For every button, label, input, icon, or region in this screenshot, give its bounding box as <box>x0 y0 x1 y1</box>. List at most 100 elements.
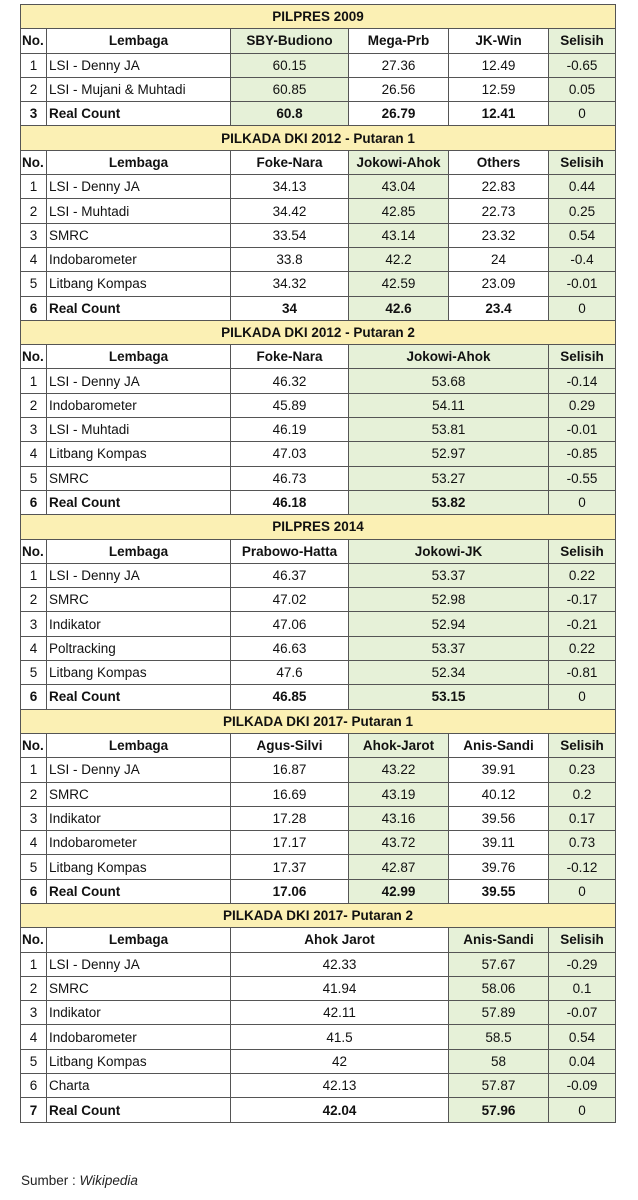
section-title: PILPRES 2014 <box>19 514 617 540</box>
cell-value: JK-Win <box>448 28 549 54</box>
table-row: 3 SMRC 33.54 43.14 23.32 0.54 <box>20 222 617 248</box>
real-count-row: 7 Real Count 42.04 57.96 0 <box>20 1097 617 1123</box>
cell-no: 4 <box>20 441 47 467</box>
cell-lembaga: Indobarometer <box>46 830 231 856</box>
table-row: 3 Indikator 42.11 57.89 -0.07 <box>20 1000 617 1026</box>
cell-no: 5 <box>20 271 47 297</box>
cell-no: No. <box>20 927 47 953</box>
table-row: 5 Litbang Kompas 17.37 42.87 39.76 -0.12 <box>20 854 617 880</box>
cell-value: 46.73 <box>230 465 349 491</box>
cell-value: 58.06 <box>448 975 549 1002</box>
cell-value: 53.15 <box>348 684 549 710</box>
cell-selisih: Selisih <box>547 732 617 759</box>
cell-value: 34 <box>230 295 349 321</box>
cell-no: No. <box>20 28 47 54</box>
cell-value: 47.03 <box>230 441 349 467</box>
cell-lembaga: Indobarometer <box>46 1024 231 1050</box>
cell-value: 16.69 <box>230 781 349 807</box>
cell-value: 23.09 <box>448 271 549 297</box>
cell-value: 42 <box>230 1048 449 1075</box>
cell-lembaga: Lembaga <box>46 28 231 54</box>
cell-selisih: 0 <box>547 1097 617 1123</box>
cell-lembaga: Lembaga <box>46 538 231 564</box>
cell-value: 53.27 <box>348 465 549 491</box>
cell-value: 43.14 <box>348 222 449 248</box>
cell-value: 33.54 <box>230 222 349 248</box>
cell-value: Ahok-Jarot <box>348 732 449 759</box>
cell-value: 52.94 <box>348 611 549 637</box>
cell-value: 47.02 <box>230 587 349 613</box>
cell-lembaga: Lembaga <box>46 732 231 759</box>
cell-value: 43.16 <box>348 805 449 832</box>
cell-selisih: -0.65 <box>547 52 617 78</box>
cell-no: 3 <box>20 1000 47 1026</box>
cell-value: 12.59 <box>448 76 549 103</box>
cell-selisih: -0.21 <box>547 611 617 637</box>
cell-lembaga: LSI - Muhtadi <box>46 198 231 224</box>
cell-value: 47.06 <box>230 611 349 637</box>
cell-lembaga: Litbang Kompas <box>46 660 231 686</box>
table-row: 2 SMRC 47.02 52.98 -0.17 <box>20 587 617 613</box>
cell-value: 57.96 <box>448 1097 549 1123</box>
cell-selisih: 0.1 <box>547 975 617 1002</box>
cell-selisih: 0.04 <box>547 1048 617 1075</box>
cell-value: 57.67 <box>448 951 549 977</box>
cell-value: 23.32 <box>448 222 549 248</box>
cell-lembaga: Litbang Kompas <box>46 1048 231 1075</box>
header-row: No. Lembaga Ahok Jarot Anis-Sandi Selisih <box>20 927 617 953</box>
table-row: 3 Indikator 47.06 52.94 -0.21 <box>20 611 617 637</box>
cell-value: 33.8 <box>230 246 349 273</box>
cell-value: 57.89 <box>448 1000 549 1026</box>
cell-lembaga: Indikator <box>46 611 231 637</box>
cell-value: 43.04 <box>348 174 449 200</box>
section-title: PILPRES 2009 <box>19 3 617 30</box>
cell-value: 12.49 <box>448 52 549 78</box>
header-row: No. Lembaga Foke-Nara Jokowi-Ahok Selisih <box>20 344 617 370</box>
cell-value: Others <box>448 149 549 176</box>
table-row: 5 Litbang Kompas 47.6 52.34 -0.81 <box>20 660 617 686</box>
cell-selisih: -0.09 <box>547 1073 617 1099</box>
cell-value: 60.15 <box>230 52 349 78</box>
table-row: 2 LSI - Mujani & Muhtadi 60.85 26.56 12.59 0.… <box>20 76 617 103</box>
cell-no: 6 <box>20 878 47 904</box>
cell-value: 58 <box>448 1048 549 1075</box>
cell-selisih: 0.17 <box>547 805 617 832</box>
cell-selisih: 0.25 <box>547 198 617 224</box>
source-label: Sumber : <box>21 1173 80 1188</box>
cell-value: 58.5 <box>448 1024 549 1050</box>
cell-lembaga: Indikator <box>46 805 231 832</box>
cell-lembaga: Litbang Kompas <box>46 271 231 297</box>
survey-results-sheet: PILPRES 2009 No. Lembaga SBY-Budiono Mega-Pr… <box>19 3 617 1123</box>
cell-selisih: 0 <box>547 878 617 904</box>
cell-value: Foke-Nara <box>230 344 349 370</box>
table-row: 5 Litbang Kompas 42 58 0.04 <box>20 1048 617 1075</box>
cell-no: 6 <box>20 295 47 321</box>
cell-value: 22.83 <box>448 174 549 200</box>
cell-value: 23.4 <box>448 295 549 321</box>
cell-lembaga: LSI - Muhtadi <box>46 417 231 443</box>
header-row: No. Lembaga SBY-Budiono Mega-Prb JK-Win Selis… <box>20 28 617 54</box>
cell-no: 5 <box>20 854 47 880</box>
cell-lembaga: Indobarometer <box>46 392 231 419</box>
header-row: No. Lembaga Prabowo-Hatta Jokowi-JK Selisih <box>20 538 617 564</box>
results-table: PILPRES 2009 No. Lembaga SBY-Budiono Mega-Pr… <box>19 3 617 1123</box>
cell-no: No. <box>20 538 47 564</box>
cell-no: No. <box>20 732 47 759</box>
real-count-row: 6 Real Count 46.18 53.82 0 <box>20 489 617 516</box>
cell-selisih: -0.4 <box>547 246 617 273</box>
table-row: 1 LSI - Denny JA 16.87 43.22 39.91 0.23 <box>20 757 617 783</box>
cell-value: 42.04 <box>230 1097 449 1123</box>
cell-no: 4 <box>20 246 47 273</box>
cell-value: Jokowi-Ahok <box>348 149 449 176</box>
table-row: 2 SMRC 16.69 43.19 40.12 0.2 <box>20 781 617 807</box>
cell-value: 17.37 <box>230 854 349 880</box>
cell-selisih: 0 <box>547 101 617 127</box>
table-row: 4 Poltracking 46.63 53.37 0.22 <box>20 635 617 662</box>
cell-value: 34.13 <box>230 174 349 200</box>
table-row: 1 LSI - Denny JA 42.33 57.67 -0.29 <box>20 951 617 977</box>
cell-no: 5 <box>20 1048 47 1075</box>
cell-no: 1 <box>20 562 47 589</box>
cell-value: 26.79 <box>348 101 449 127</box>
cell-value: 53.37 <box>348 562 549 589</box>
cell-value: 42.6 <box>348 295 449 321</box>
